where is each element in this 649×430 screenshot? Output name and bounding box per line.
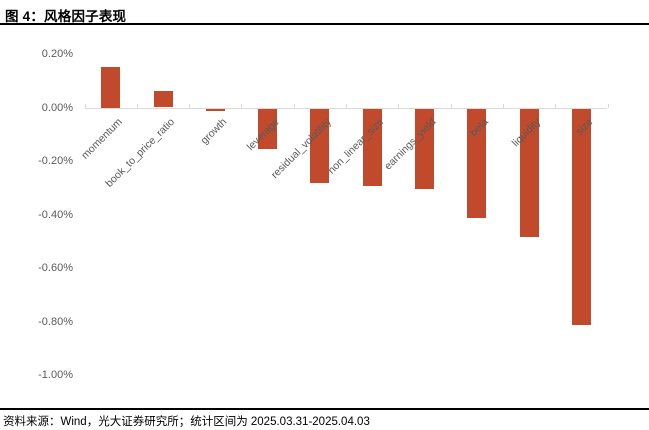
x-axis-tick	[450, 103, 452, 108]
y-axis-tick-label: -0.80%	[38, 315, 73, 328]
bar-earnings_yield	[414, 108, 434, 189]
x-axis-tick	[398, 103, 400, 108]
y-axis-tick-label: -0.20%	[38, 155, 73, 167]
x-axis-tick	[607, 103, 609, 108]
y-axis-tick-label: 0.20%	[41, 48, 73, 60]
footer-divider	[0, 408, 649, 410]
style-factor-bar-chart: 0.20% 0.00% -0.20% -0.40% -0.60% -0.80% -1.00%…	[0, 26, 649, 406]
title-divider	[0, 23, 649, 25]
bar-size	[571, 108, 591, 326]
y-axis-tick-label: -1.00%	[38, 369, 73, 381]
bar-non_linear_size	[362, 108, 382, 187]
bar-momentum	[101, 67, 121, 108]
x-axis-tick	[293, 103, 295, 108]
bar-liquidity	[519, 108, 539, 237]
bar-beta	[467, 108, 487, 219]
x-axis-line	[84, 107, 608, 109]
x-axis-tick	[241, 103, 243, 108]
bar-book_to_price_ratio	[153, 91, 173, 108]
x-axis-label-residual_volatility: residual_volatility	[268, 115, 334, 181]
bar-growth	[205, 108, 225, 112]
y-axis-tick-label: 0.00%	[41, 101, 73, 114]
x-axis-tick	[555, 103, 557, 108]
source-note: 资料来源：Wind，光大证券研究所；统计区间为 2025.03.31-2025.…	[3, 416, 370, 428]
x-axis-tick	[502, 103, 504, 108]
x-axis-tick	[84, 103, 86, 108]
x-axis-tick	[189, 103, 191, 108]
x-axis-label-leverage: leverage	[244, 115, 282, 153]
y-axis-tick-label: -0.40%	[38, 208, 73, 221]
x-axis-tick	[136, 103, 138, 108]
y-axis-tick-label: -0.60%	[38, 262, 73, 274]
bar-residual_volatility	[310, 108, 330, 184]
x-axis-tick	[346, 103, 348, 108]
figure-title: 图 4：风格因子表现	[5, 9, 127, 24]
bar-leverage	[258, 108, 278, 149]
